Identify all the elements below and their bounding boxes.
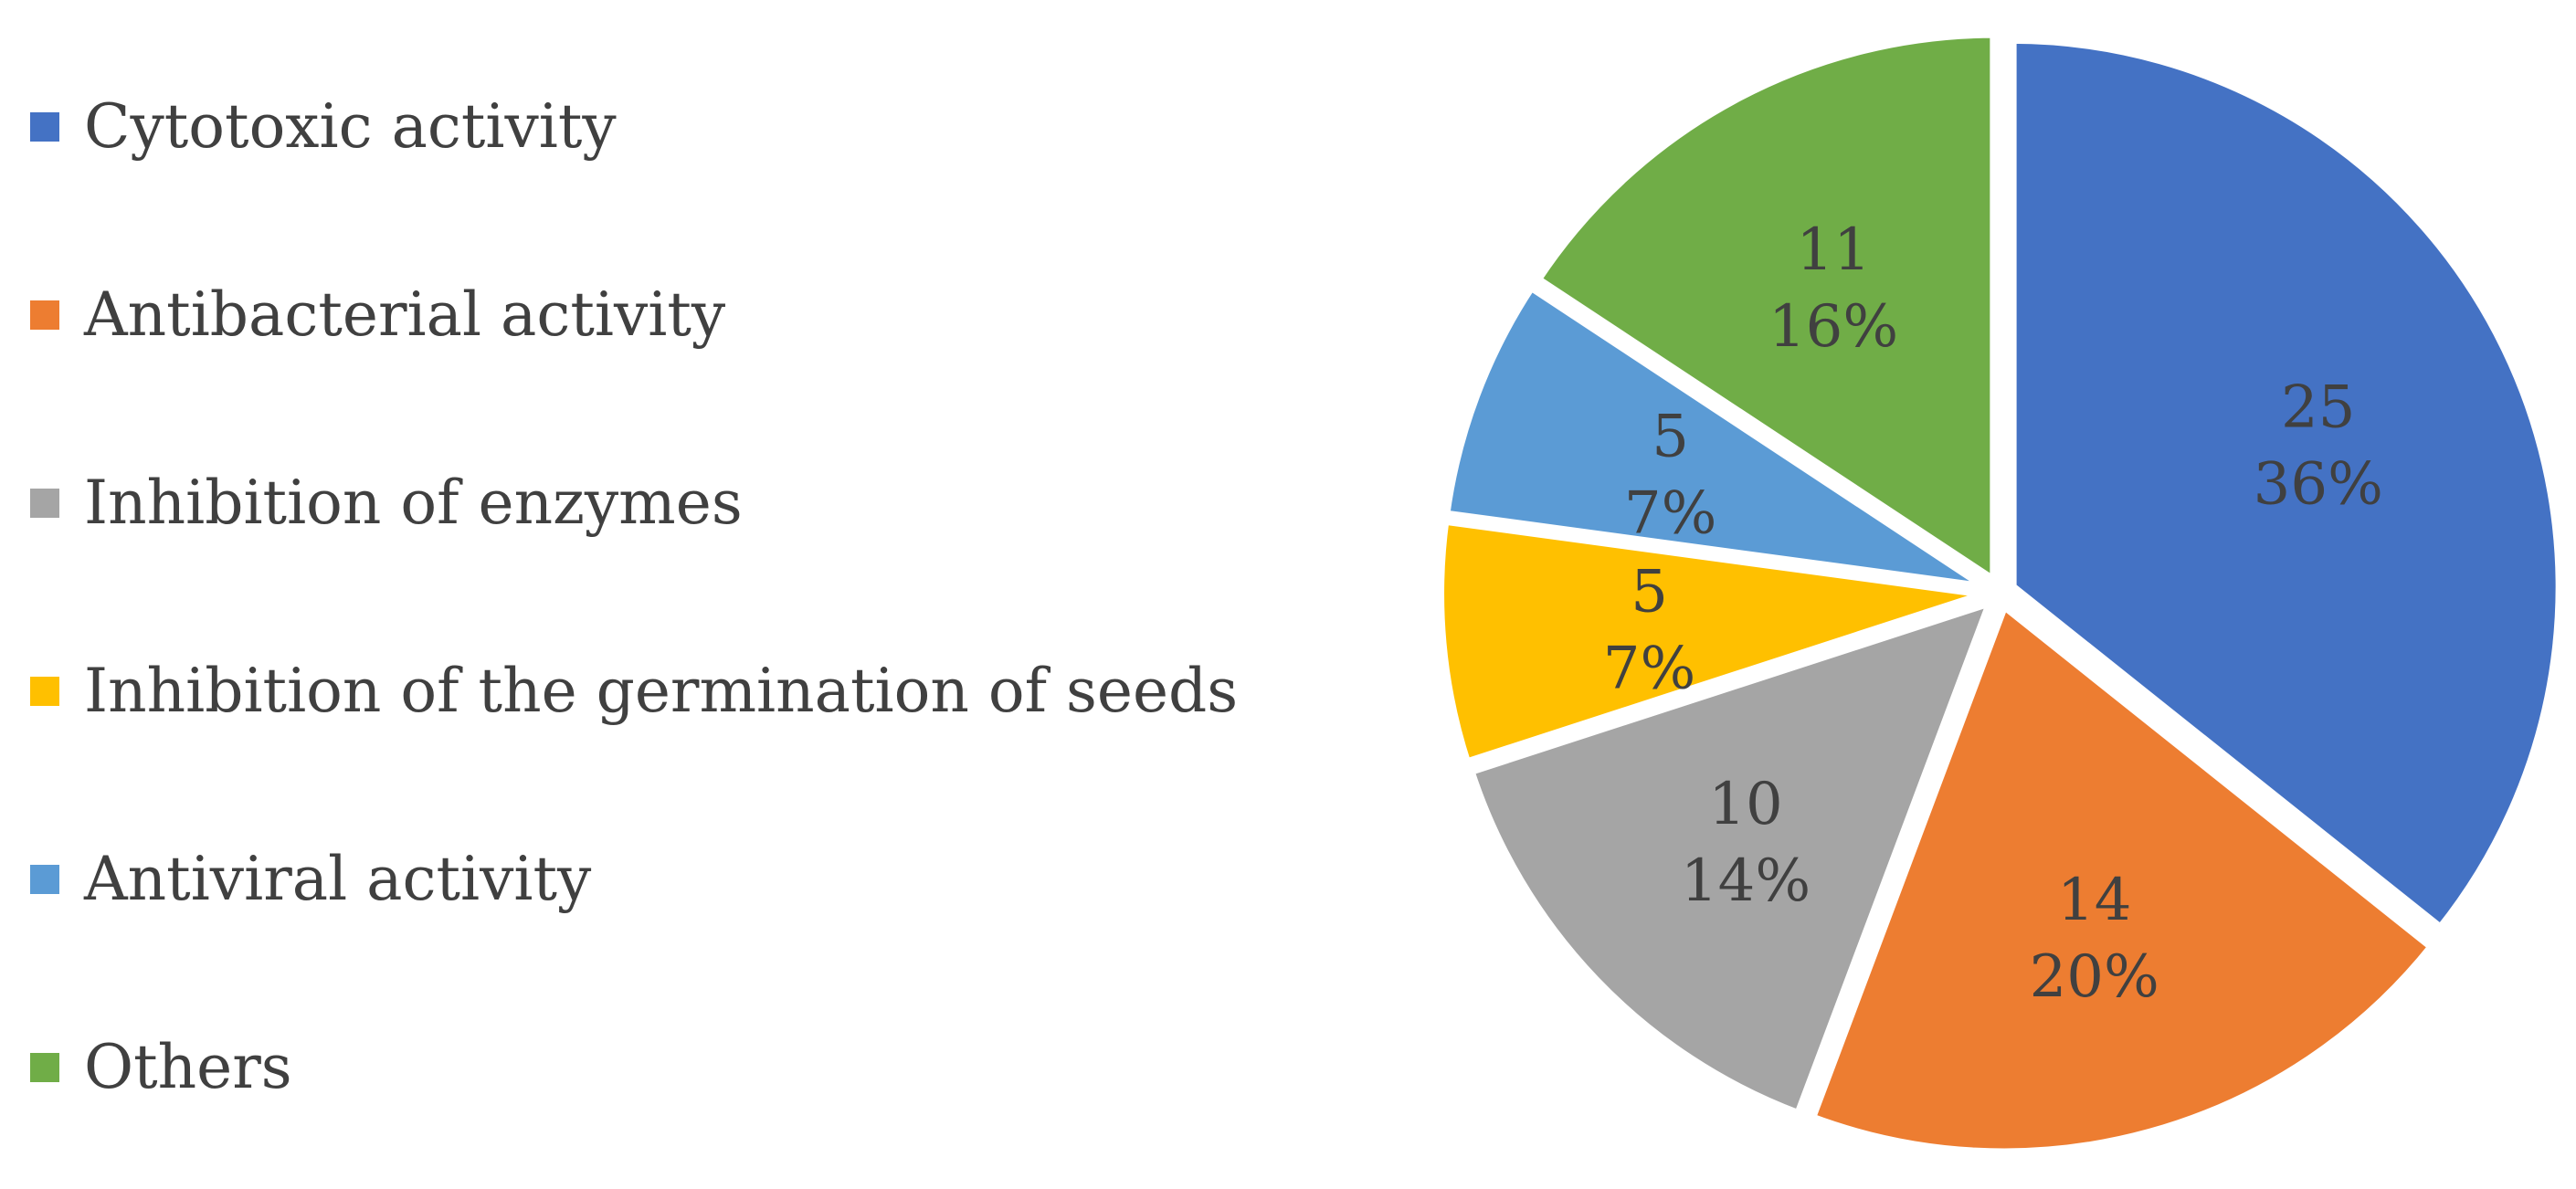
data-label-percent-others: 16% [1768,293,1898,361]
pie-slice-antibacterial-activity [1805,597,2439,1158]
data-label-value-others: 11 [1796,216,1870,284]
legend-label-inhibition-of-the-germination-of-seeds: Inhibition of the germination of seeds [84,656,1238,726]
legend: Cytotoxic activity Antibacterial activity… [30,91,1238,1102]
data-label-value-inhibition-of-enzymes: 10 [1708,771,1782,838]
data-label-value-cytotoxic-activity: 25 [2281,374,2355,442]
legend-swatch-antibacterial-activity [30,300,59,330]
pie-slice-cytotoxic-activity [2007,34,2565,936]
legend-label-antiviral-activity: Antiviral activity [83,844,592,914]
data-label-percent-antibacterial-activity: 20% [2030,943,2159,1011]
data-label-percent-cytotoxic-activity: 36% [2254,451,2383,519]
data-label-percent-inhibition-of-the-germination-of-seeds: 7% [1603,636,1696,703]
pie-slice-antiviral-activity [1440,279,1991,594]
pie-slice-inhibition-of-enzymes [1463,594,2000,1121]
data-label-value-inhibition-of-the-germination-of-seeds: 5 [1631,559,1668,626]
legend-swatch-cytotoxic-activity [30,112,59,142]
legend-swatch-inhibition-of-the-germination-of-seeds [30,677,59,706]
legend-label-inhibition-of-enzymes: Inhibition of enzymes [84,468,743,538]
data-label-value-antibacterial-activity: 14 [2057,867,2131,934]
legend-swatch-antiviral-activity [30,865,59,894]
legend-label-cytotoxic-activity: Cytotoxic activity [84,91,617,162]
legend-label-others: Others [84,1032,292,1102]
data-label-percent-inhibition-of-enzymes: 14% [1681,847,1811,915]
legend-swatch-others [30,1053,59,1082]
pie-slices [1435,28,2565,1158]
data-label-percent-antiviral-activity: 7% [1624,479,1717,547]
pie-slice-inhibition-of-the-germination-of-seeds [1435,515,1990,769]
legend-swatch-inhibition-of-enzymes [30,489,59,518]
pie-slice-others [1530,28,2000,590]
data-label-value-antiviral-activity: 5 [1652,403,1689,470]
legend-label-antibacterial-activity: Antibacterial activity [83,279,726,350]
data-labels: 25 36% 14 20% 10 14% 5 7% 5 7% 11 16% [1603,216,2383,1011]
